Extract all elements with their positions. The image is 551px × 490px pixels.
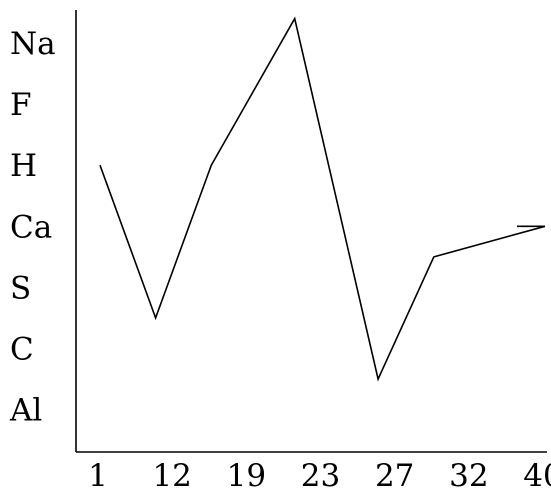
y-tick-label-c: C <box>10 332 34 368</box>
y-axis: Al CS Ca HF Na <box>9 10 77 452</box>
x-tick-label-12: 12 <box>152 458 191 490</box>
x-tick-label-27: 27 <box>375 458 414 490</box>
y-tick-label-na: Na <box>10 26 56 62</box>
y-tick-label-al: Al <box>9 393 42 429</box>
y-tick-labels: Al CS Ca HF Na <box>9 26 56 429</box>
x-tick-label-32: 32 <box>449 458 488 490</box>
y-tick-label-h: H <box>10 148 37 184</box>
x-axis: 1 12 19 23 27 32 40 <box>76 451 551 490</box>
y-tick-label-f: F <box>10 87 32 123</box>
x-tick-label-1: 1 <box>88 458 108 490</box>
x-tick-label-19: 19 <box>227 458 266 490</box>
x-tick-labels: 1 12 19 23 27 32 40 <box>88 458 551 490</box>
series-line-0 <box>99 16 546 382</box>
x-tick-label-23: 23 <box>301 458 340 490</box>
series <box>99 16 546 382</box>
y-tick-label-ca: Ca <box>10 209 52 245</box>
y-tick-label-s: S <box>10 270 31 306</box>
x-tick-label-40: 40 <box>523 458 551 490</box>
